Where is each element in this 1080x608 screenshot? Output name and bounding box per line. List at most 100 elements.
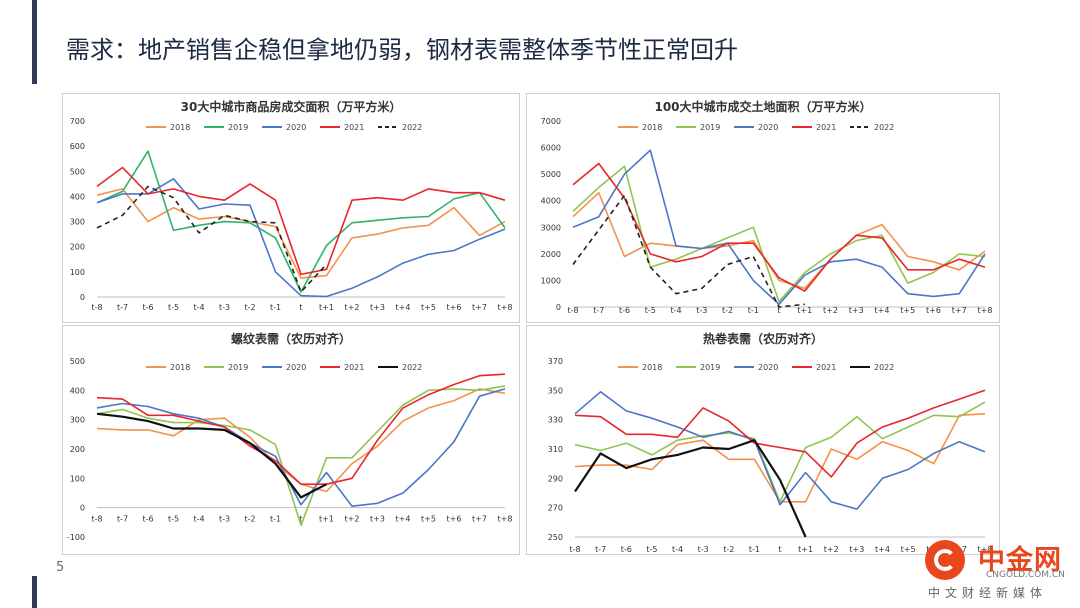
- legend-label: 2022: [402, 123, 422, 132]
- x-tick-label: t-5: [645, 306, 656, 315]
- legend-item: 2022: [850, 363, 894, 372]
- legend-label: 2018: [170, 123, 190, 132]
- x-tick-label: t+3: [370, 515, 385, 524]
- series-line-2022: [572, 194, 805, 308]
- y-tick-label: 100: [70, 474, 85, 483]
- y-tick-label: 350: [548, 386, 563, 395]
- series-line-2020: [96, 178, 506, 298]
- legend-item: 2019: [676, 123, 720, 132]
- logo-url-text: CNGOLD.COM.CN: [986, 570, 1065, 580]
- x-tick-label: t-3: [696, 306, 707, 315]
- cngold-logo: 中金网 CNGOLD.COM.CN 中文财经新媒体: [922, 538, 1072, 602]
- chart-panel-4: 热卷表需（农历对齐） 2018 2019 2020 2021 2022 250 270 290 3…: [526, 325, 1000, 555]
- chart-title: 30大中城市商品房成交面积（万平方米）: [181, 99, 402, 114]
- chart-panel-1: 30大中城市商品房成交面积（万平方米） 2018 2019 2020 2021 2022 0…: [62, 93, 520, 323]
- chart-rebar-demand: 螺纹表需（农历对齐） 2018 2019 2020 2021 2022 -100 0 100 20…: [67, 331, 513, 542]
- y-tick-label: 700: [70, 117, 85, 126]
- x-tick-label: t+3: [849, 306, 864, 315]
- x-tick-label: t+1: [797, 306, 812, 315]
- chart-title: 热卷表需（农历对齐）: [703, 331, 823, 346]
- accent-bar-top: [32, 0, 37, 84]
- x-tick-label: t-4: [672, 545, 683, 554]
- x-tick-label: t-8: [91, 515, 102, 524]
- legend-label: 2021: [816, 123, 836, 132]
- x-tick-label: t+3: [370, 303, 385, 312]
- x-tick-label: t-6: [142, 515, 153, 524]
- logo-sub-text: 中文财经新媒体: [928, 586, 1048, 600]
- y-tick-label: 100: [70, 268, 85, 277]
- legend-item: 2021: [320, 123, 364, 132]
- y-tick-label: 400: [70, 386, 85, 395]
- legend-label: 2018: [642, 123, 662, 132]
- x-tick-label: t-5: [168, 515, 179, 524]
- x-tick-label: t-3: [219, 515, 230, 524]
- legend-label: 2020: [758, 123, 778, 132]
- logo-icon: [925, 540, 965, 580]
- y-tick-label: 290: [548, 474, 563, 483]
- x-tick-label: t: [299, 515, 302, 524]
- x-tick-label: t-7: [117, 515, 128, 524]
- accent-bar-bottom: [32, 576, 37, 608]
- y-tick-label: 200: [70, 445, 85, 454]
- y-tick-label: 300: [70, 416, 85, 425]
- legend-item: 2020: [262, 363, 306, 372]
- x-tick-label: t+2: [345, 303, 360, 312]
- legend-label: 2018: [170, 363, 190, 372]
- legend-label: 2021: [344, 123, 364, 132]
- x-tick-label: t-1: [748, 306, 759, 315]
- x-tick-label: t+8: [978, 306, 993, 315]
- x-tick-label: t+5: [900, 306, 915, 315]
- y-tick-label: 300: [70, 218, 85, 227]
- x-tick-label: t-8: [567, 306, 578, 315]
- x-tick-label: t+7: [472, 303, 487, 312]
- x-tick-label: t-6: [621, 545, 632, 554]
- x-tick-label: t-4: [670, 306, 681, 315]
- x-tick-label: t-5: [646, 545, 657, 554]
- series-line-2019: [572, 165, 986, 303]
- series-line-2018: [96, 388, 506, 493]
- logo-main-text: 中金网: [978, 545, 1062, 576]
- y-tick-label: 400: [70, 192, 85, 201]
- legend-label: 2021: [344, 363, 364, 372]
- x-tick-label: t+6: [447, 515, 462, 524]
- legend-label: 2020: [758, 363, 778, 372]
- y-tick-label: 1000: [541, 276, 561, 285]
- chart-title: 螺纹表需（农历对齐）: [231, 331, 351, 346]
- legend-item: 2018: [146, 123, 190, 132]
- x-tick-label: t-1: [749, 545, 760, 554]
- chart-panel-2: 100大中城市成交土地面积（万平方米） 2018 2019 2020 2021 2022 0…: [526, 93, 1000, 323]
- y-tick-label: 0: [556, 303, 561, 312]
- x-tick-label: t+8: [978, 545, 993, 554]
- x-tick-label: t+1: [319, 515, 334, 524]
- x-tick-label: t+5: [421, 515, 436, 524]
- x-tick-label: t+3: [849, 545, 864, 554]
- x-tick-label: t-4: [193, 303, 204, 312]
- chart-housing-sales: 30大中城市商品房成交面积（万平方米） 2018 2019 2020 2021 2022 0…: [70, 99, 513, 312]
- x-tick-label: t+5: [901, 545, 916, 554]
- legend-label: 2022: [402, 363, 422, 372]
- legend-item: 2019: [204, 123, 248, 132]
- x-tick-label: t-2: [722, 306, 733, 315]
- legend-label: 2021: [816, 363, 836, 372]
- x-tick-label: t+4: [875, 306, 890, 315]
- legend-item: 2018: [618, 123, 662, 132]
- legend-item: 2020: [734, 363, 778, 372]
- series-line-2018: [96, 188, 506, 279]
- x-tick-label: t-2: [244, 515, 255, 524]
- series-line-2021: [96, 166, 506, 276]
- y-tick-label: 4000: [541, 197, 561, 206]
- x-tick-label: t-3: [219, 303, 230, 312]
- series-line-2018: [572, 191, 986, 290]
- legend-item: 2019: [204, 363, 248, 372]
- chart-panel-3: 螺纹表需（农历对齐） 2018 2019 2020 2021 2022 -100 0 100 20…: [62, 325, 520, 555]
- x-tick-label: t-7: [593, 306, 604, 315]
- series-line-2022: [574, 439, 807, 538]
- x-tick-label: t-5: [168, 303, 179, 312]
- x-tick-label: t-7: [595, 545, 606, 554]
- legend-label: 2019: [228, 363, 248, 372]
- x-tick-label: t-3: [698, 545, 709, 554]
- page-number: 5: [56, 560, 65, 575]
- x-tick-label: t: [778, 545, 781, 554]
- x-tick-label: t+4: [875, 545, 890, 554]
- legend-label: 2020: [286, 363, 306, 372]
